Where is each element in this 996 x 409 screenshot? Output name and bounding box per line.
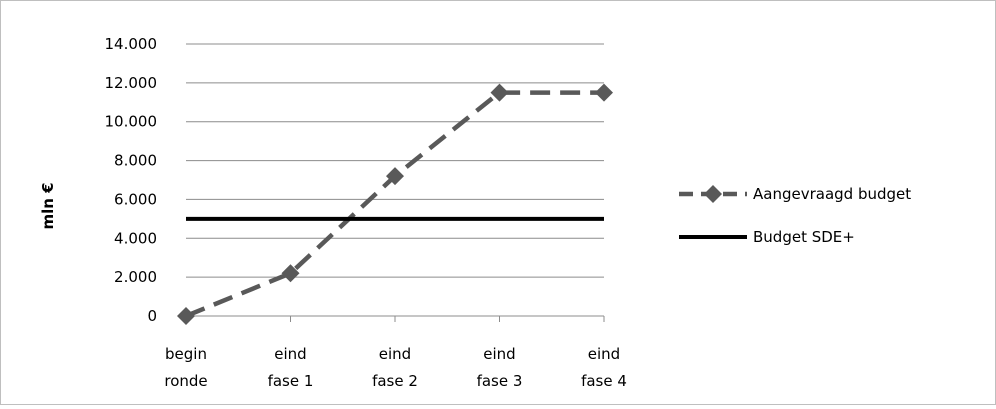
x-category-label: eind: [274, 345, 306, 363]
x-category-labels: begin ronde eind fase 1 eind fase 2 eind fase 3…: [164, 345, 627, 390]
x-category-label: ronde: [164, 372, 207, 390]
x-category-label: fase 3: [477, 372, 523, 390]
data-point-marker: [386, 167, 404, 186]
x-category-label: eind: [379, 345, 411, 363]
y-tick-label: 8.000: [114, 152, 157, 170]
data-point-marker: [490, 83, 509, 102]
y-tick-labels: 0 2.000 4.000 6.000 8.000 10.000 12.000 14.000: [105, 35, 158, 325]
y-tick-label: 12.000: [105, 74, 158, 92]
data-point-marker: [177, 307, 195, 325]
x-category-label: begin: [165, 345, 207, 363]
y-tick-label: 6.000: [114, 190, 157, 208]
gridlines: [185, 43, 605, 322]
data-point-marker: [281, 264, 300, 283]
series-layer: [177, 83, 613, 325]
legend-label: Budget SDE+: [753, 228, 855, 246]
x-category-label: eind: [588, 345, 620, 363]
data-point-marker: [595, 83, 613, 102]
y-tick-label: 10.000: [105, 113, 158, 131]
y-tick-label: 14.000: [105, 35, 158, 53]
x-category-label: eind: [483, 345, 515, 363]
legend-label: Aangevraagd budget: [753, 185, 911, 203]
x-category-label: fase 4: [581, 372, 627, 390]
y-axis-label: mln €: [39, 182, 57, 229]
legend: Aangevraagd budget Budget SDE+: [679, 185, 911, 246]
legend-marker: [704, 185, 722, 203]
y-tick-label: 4.000: [114, 229, 157, 247]
y-tick-label: 0: [147, 307, 157, 325]
y-tick-label: 2.000: [114, 268, 157, 286]
x-category-label: fase 1: [268, 372, 314, 390]
series-line-0: [185, 90, 604, 319]
x-category-label: fase 2: [372, 372, 418, 390]
